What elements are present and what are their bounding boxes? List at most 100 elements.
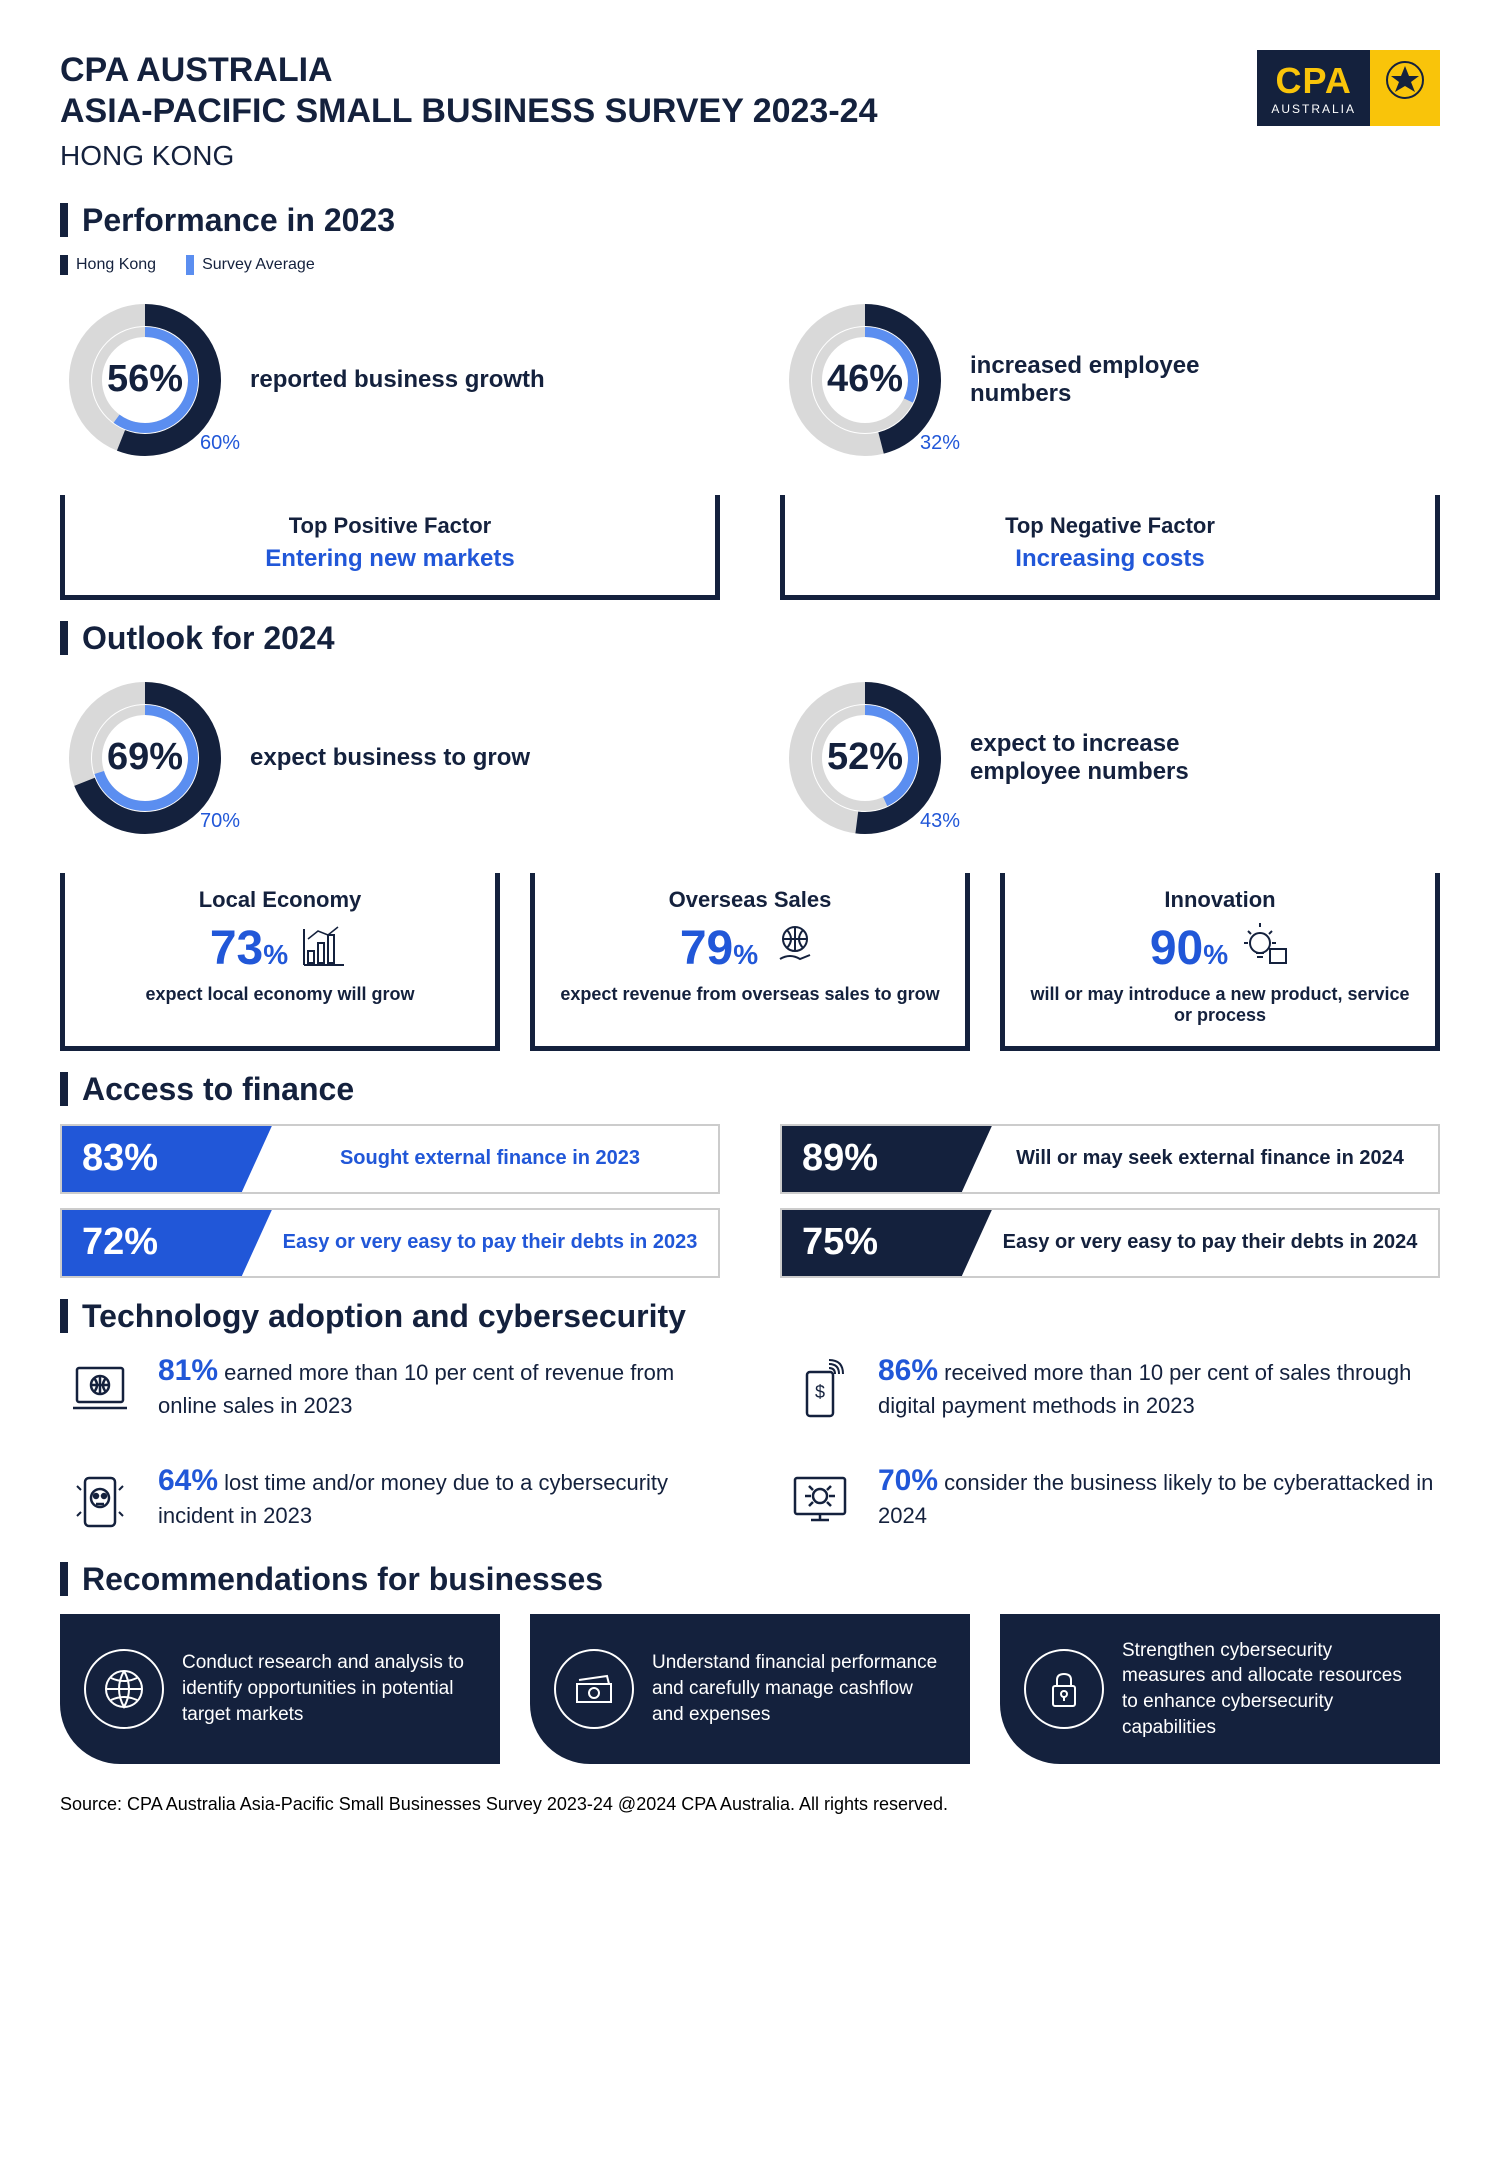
card-desc: expect local economy will grow [81, 984, 479, 1005]
legend-average: Survey Average [186, 255, 315, 275]
bulb-icon [1240, 921, 1290, 976]
outlook-cards: Local Economy 73% expect local economy w… [60, 873, 1440, 1051]
rec-card: Strengthen cybersecurity measures and al… [1000, 1614, 1440, 1765]
factor-value: Increasing costs [805, 545, 1415, 573]
tech-text: 81% earned more than 10 per cent of reve… [158, 1351, 720, 1421]
card-title: Local Economy [81, 887, 479, 913]
finance-pct: 75% [782, 1210, 962, 1276]
outlook-card: Local Economy 73% expect local economy w… [60, 873, 500, 1051]
finance-row: 72% Easy or very easy to pay their debts… [60, 1208, 720, 1278]
survey-title: ASIA-PACIFIC SMALL BUSINESS SURVEY 2023-… [60, 91, 877, 132]
donut-chart: 56% 60% [60, 295, 230, 465]
factor-title: Top Negative Factor [805, 513, 1415, 539]
section-finance-title: Access to finance [60, 1071, 1440, 1108]
performance-donuts: 56% 60% reported business growth 46% 32%… [60, 295, 1440, 465]
legend-hongkong: Hong Kong [60, 255, 156, 275]
donut-block: 46% 32% increased employee numbers [780, 295, 1440, 465]
tech-item: 70% consider the business likely to be c… [780, 1461, 1440, 1541]
legend-swatch-navy [60, 255, 68, 275]
lock-icon [1024, 1649, 1104, 1729]
rec-text: Conduct research and analysis to identif… [182, 1650, 476, 1727]
negative-factor-box: Top Negative Factor Increasing costs [780, 495, 1440, 600]
finance-col-2023: 83% Sought external finance in 2023 72% … [60, 1124, 720, 1278]
rec-row: Conduct research and analysis to identif… [60, 1614, 1440, 1765]
donut-avg: 43% [920, 810, 960, 833]
donut-chart: 52% 43% [780, 673, 950, 843]
donut-block: 69% 70% expect business to grow [60, 673, 720, 843]
tech-text: 86% received more than 10 per cent of sa… [878, 1351, 1440, 1421]
finance-row: 75% Easy or very easy to pay their debts… [780, 1208, 1440, 1278]
card-title: Innovation [1021, 887, 1419, 913]
card-title: Overseas Sales [551, 887, 949, 913]
rec-text: Understand financial performance and car… [652, 1650, 946, 1727]
finance-grid: 83% Sought external finance in 2023 72% … [60, 1124, 1440, 1278]
factor-title: Top Positive Factor [85, 513, 695, 539]
card-desc: will or may introduce a new product, ser… [1021, 984, 1419, 1026]
money-icon [554, 1649, 634, 1729]
logo-australia-text: AUSTRALIA [1271, 102, 1356, 116]
section-tech-title: Technology adoption and cybersecurity [60, 1298, 1440, 1335]
donut-block: 52% 43% expect to increase employee numb… [780, 673, 1440, 843]
logo-crest-icon [1370, 50, 1440, 126]
legend-label: Hong Kong [76, 256, 156, 274]
card-desc: expect revenue from overseas sales to gr… [551, 984, 949, 1005]
org-name: CPA AUSTRALIA [60, 50, 877, 91]
tech-item: 64% lost time and/or money due to a cybe… [60, 1461, 720, 1541]
globe-icon [84, 1649, 164, 1729]
finance-text: Easy or very easy to pay their debts in … [962, 1210, 1438, 1276]
outlook-donuts: 69% 70% expect business to grow 52% 43% … [60, 673, 1440, 843]
legend-label: Survey Average [202, 256, 315, 274]
rec-card: Understand financial performance and car… [530, 1614, 970, 1765]
donut-label: increased employee numbers [970, 352, 1270, 408]
section-outlook-title: Outlook for 2024 [60, 620, 1440, 657]
donut-block: 56% 60% reported business growth [60, 295, 720, 465]
header: CPA AUSTRALIA ASIA-PACIFIC SMALL BUSINES… [60, 50, 1440, 172]
finance-pct: 83% [62, 1126, 242, 1192]
cpa-logo: CPA AUSTRALIA [1257, 50, 1440, 126]
factor-value: Entering new markets [85, 545, 695, 573]
finance-col-2024: 89% Will or may seek external finance in… [780, 1124, 1440, 1278]
card-value: 90% [1150, 921, 1228, 976]
legend: Hong Kong Survey Average [60, 255, 1440, 275]
finance-text: Easy or very easy to pay their debts in … [242, 1210, 718, 1276]
positive-factor-box: Top Positive Factor Entering new markets [60, 495, 720, 600]
donut-label: reported business growth [250, 366, 545, 394]
finance-row: 89% Will or may seek external finance in… [780, 1124, 1440, 1194]
section-performance-title: Performance in 2023 [60, 202, 1440, 239]
outlook-card: Innovation 90% will or may introduce a n… [1000, 873, 1440, 1051]
globe-hand-icon [770, 921, 820, 976]
finance-pct: 89% [782, 1126, 962, 1192]
factor-boxes: Top Positive Factor Entering new markets… [60, 495, 1440, 600]
screen-bug-icon [780, 1461, 860, 1541]
tech-item: 81% earned more than 10 per cent of reve… [60, 1351, 720, 1431]
donut-chart: 69% 70% [60, 673, 230, 843]
rec-text: Strengthen cybersecurity measures and al… [1122, 1638, 1416, 1741]
header-text: CPA AUSTRALIA ASIA-PACIFIC SMALL BUSINES… [60, 50, 877, 172]
tech-text: 64% lost time and/or money due to a cybe… [158, 1461, 720, 1531]
tech-item: $ 86% received more than 10 per cent of … [780, 1351, 1440, 1431]
region: HONG KONG [60, 140, 877, 172]
donut-avg: 60% [200, 432, 240, 455]
phone-pay-icon: $ [780, 1351, 860, 1431]
finance-text: Sought external finance in 2023 [242, 1126, 718, 1192]
finance-text: Will or may seek external finance in 202… [962, 1126, 1438, 1192]
finance-row: 83% Sought external finance in 2023 [60, 1124, 720, 1194]
rec-card: Conduct research and analysis to identif… [60, 1614, 500, 1765]
donut-label: expect to increase employee numbers [970, 730, 1270, 786]
donut-avg: 32% [920, 432, 960, 455]
finance-pct: 72% [62, 1210, 242, 1276]
outlook-card: Overseas Sales 79% expect revenue from o… [530, 873, 970, 1051]
section-recs-title: Recommendations for businesses [60, 1561, 1440, 1598]
donut-chart: 46% 32% [780, 295, 950, 465]
svg-text:$: $ [815, 1382, 825, 1402]
logo-text-block: CPA AUSTRALIA [1257, 50, 1370, 126]
card-value: 79% [680, 921, 758, 976]
donut-avg: 70% [200, 810, 240, 833]
chart-icon [300, 921, 350, 976]
tech-grid: 81% earned more than 10 per cent of reve… [60, 1351, 1440, 1541]
card-value: 73% [210, 921, 288, 976]
legend-swatch-blue [186, 255, 194, 275]
phone-skull-icon [60, 1461, 140, 1541]
donut-label: expect business to grow [250, 744, 530, 772]
laptop-icon [60, 1351, 140, 1431]
